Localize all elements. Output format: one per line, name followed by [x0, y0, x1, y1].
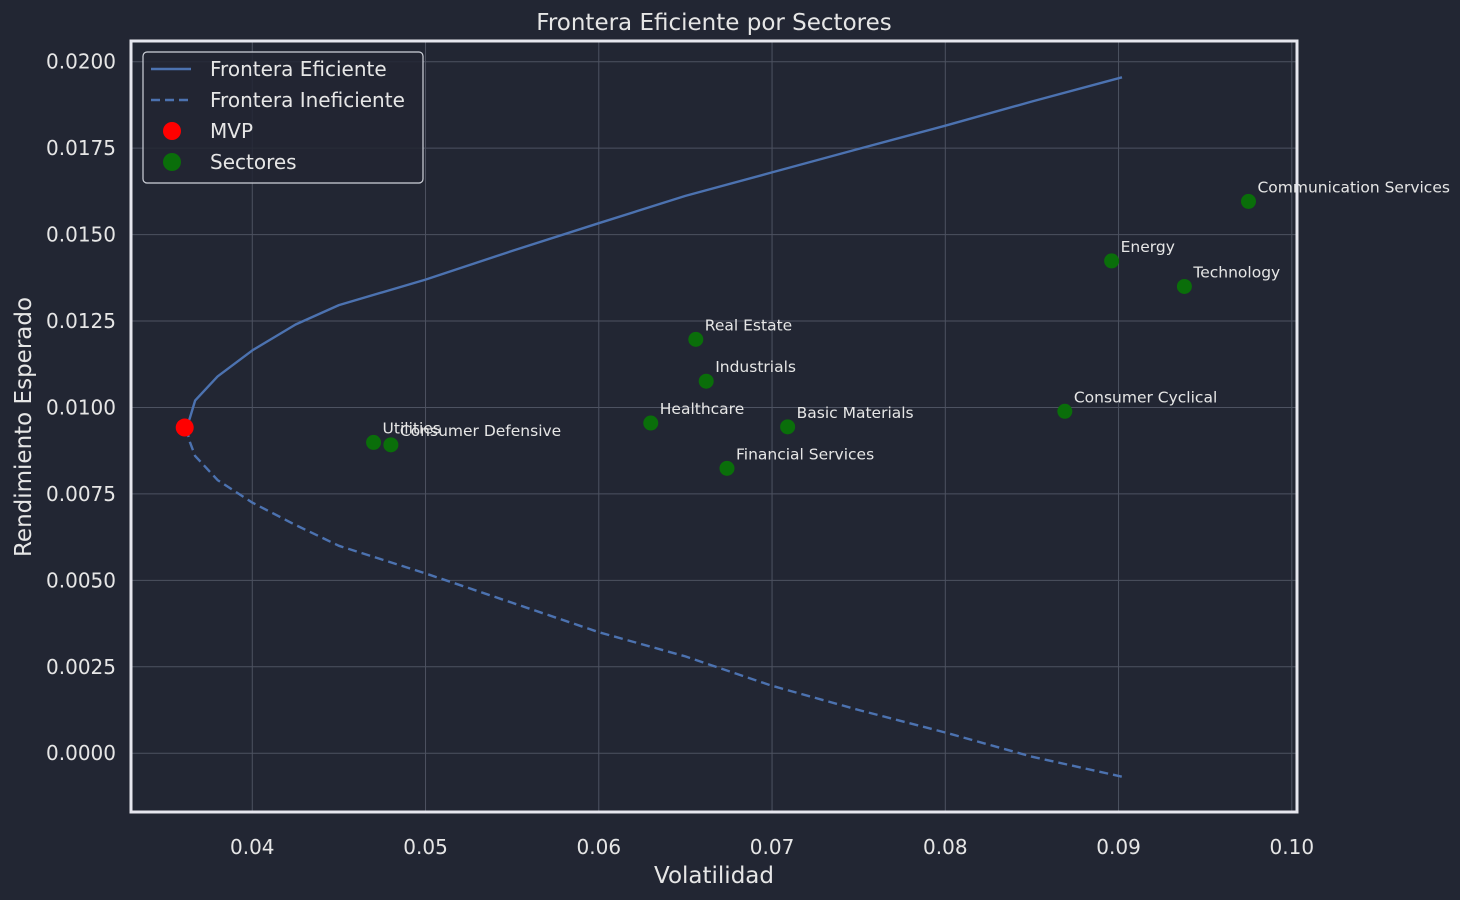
sector-label: Technology [1192, 263, 1280, 281]
plot-frame [129, 39, 1299, 814]
sector-label: Basic Materials [797, 404, 914, 422]
sector-point [698, 373, 714, 389]
sector-point [1240, 193, 1256, 209]
efficient-frontier-line [185, 76, 1123, 429]
y-tick-label: 0.0025 [46, 655, 116, 679]
y-tick-label: 0.0100 [46, 395, 116, 419]
x-tick-label: 0.10 [1270, 835, 1315, 859]
y-tick-label: 0.0125 [46, 309, 116, 333]
sector-point [366, 434, 382, 450]
y-tick-label: 0.0050 [46, 568, 116, 592]
sector-label: Consumer Cyclical [1074, 388, 1217, 406]
sector-label: Real Estate [705, 316, 792, 334]
ticks-layer: 0.04 0.05 0.06 0.07 0.08 0.09 0.10 0.0000 0.0025… [46, 50, 1314, 859]
y-tick-label: 0.0000 [46, 741, 116, 765]
legend-swatch [163, 153, 181, 171]
x-tick-label: 0.09 [1096, 835, 1141, 859]
sector-label: Energy [1121, 238, 1175, 256]
y-tick-label: 0.0175 [46, 136, 116, 160]
y-tick-label: 0.0150 [46, 223, 116, 247]
sector-point [688, 331, 704, 347]
mvp-marker [175, 418, 194, 437]
y-tick-label: 0.0200 [46, 50, 116, 74]
legend: Frontera Eficiente Frontera Ineficiente MV… [142, 51, 424, 184]
grid [131, 41, 1297, 812]
legend-label: Frontera Ineficiente [210, 88, 405, 112]
sector-label: Financial Services [736, 445, 874, 463]
x-tick-label: 0.04 [230, 835, 275, 859]
sector-point [1176, 278, 1192, 294]
legend-box [142, 51, 424, 184]
sector-point [719, 460, 735, 476]
legend-label: Frontera Eficiente [210, 57, 387, 81]
sector-label: Utilities [383, 419, 441, 437]
y-axis-title: Rendimiento Esperado [11, 297, 37, 557]
sector-label: Industrials [715, 358, 796, 376]
sector-label: Communication Services [1257, 178, 1449, 196]
y-tick-label: 0.0075 [46, 482, 116, 506]
legend-label: MVP [210, 119, 253, 143]
sector-label: Healthcare [660, 400, 745, 418]
chart-title: Frontera Eficiente por Sectores [536, 10, 891, 36]
sector-point [1104, 253, 1120, 269]
legend-label: Sectores [210, 150, 297, 174]
sector-point [1057, 403, 1073, 419]
x-tick-label: 0.08 [923, 835, 968, 859]
sector-point [780, 419, 796, 435]
series-layer [185, 76, 1123, 778]
sector-label: Consumer Defensive [400, 422, 561, 440]
inefficient-frontier-line [185, 427, 1123, 778]
x-tick-label: 0.06 [577, 835, 622, 859]
legend-swatch [163, 122, 181, 140]
sector-point [383, 437, 399, 453]
x-tick-label: 0.07 [750, 835, 795, 859]
x-tick-label: 0.05 [403, 835, 448, 859]
x-axis-title: Volatilidad [654, 863, 774, 889]
sector-point [643, 415, 659, 431]
